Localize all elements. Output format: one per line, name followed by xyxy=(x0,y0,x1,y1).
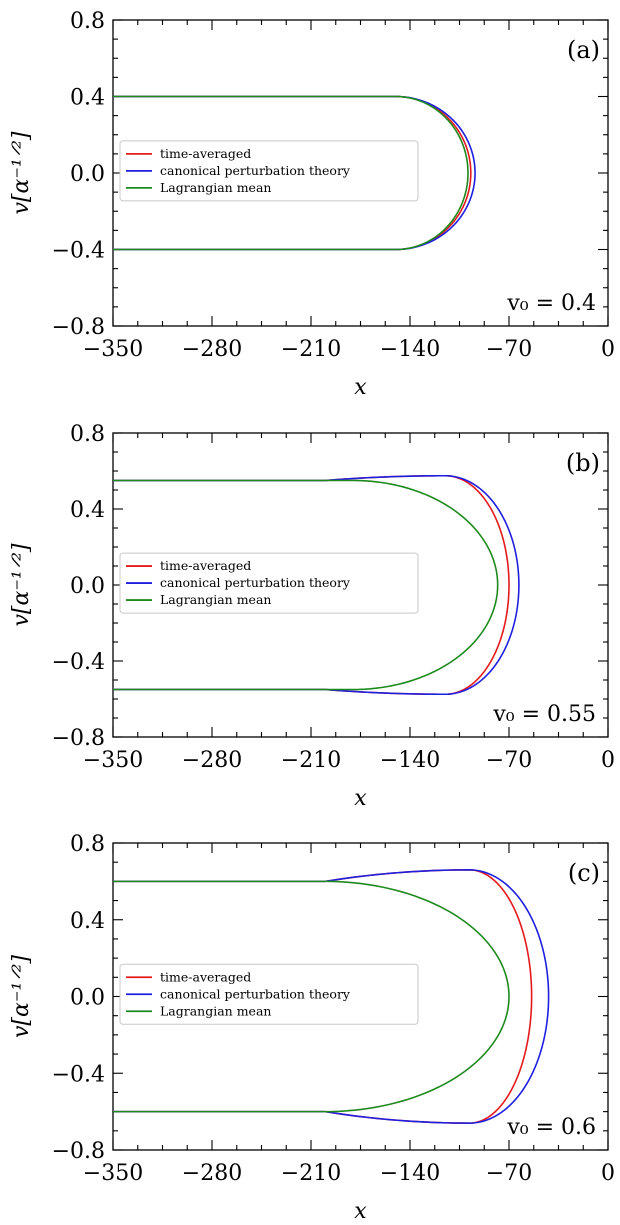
panel-label: (b) xyxy=(566,449,600,477)
x-tick-label: −280 xyxy=(182,337,242,362)
legend-entry: canonical perturbation theory xyxy=(160,986,351,1001)
series-group xyxy=(113,474,520,696)
v0-annotation: v₀ = 0.6 xyxy=(506,1115,596,1140)
x-axis-label: x xyxy=(354,1199,367,1224)
y-tick-label: 0.8 xyxy=(70,832,105,857)
y-tick-label: −0.8 xyxy=(52,1139,105,1164)
x-tick-label: −70 xyxy=(486,748,532,773)
y-tick-label: −0.4 xyxy=(52,1062,105,1087)
y-tick-label: 0.0 xyxy=(70,574,105,599)
panel-3: −350 −280 −210 −140 −70 0 0.8 0.4 0.0 −0.4 −0.8 x v[… xyxy=(9,832,615,1224)
y-tick-label: −0.8 xyxy=(52,315,105,340)
series-line-2 xyxy=(113,869,550,1124)
panel-label: (c) xyxy=(568,859,600,887)
x-tick-label: −280 xyxy=(182,1161,242,1186)
legend-entry: Lagrangian mean xyxy=(160,592,271,607)
panel-2: −350 −280 −210 −140 −70 0 0.8 0.4 0.0 −0.4 −0.8 x v[… xyxy=(9,422,615,811)
y-axis-label: v[α⁻¹ᐟ²] xyxy=(9,543,34,626)
legend-entry: time-averaged xyxy=(160,558,251,573)
y-tick-label: 0.0 xyxy=(70,162,105,187)
v0-annotation: v₀ = 0.4 xyxy=(506,291,596,316)
x-tick-label: −140 xyxy=(380,337,440,362)
panel-1: −350 −280 −210 −140 −70 0 0.8 0.4 0.0 −0.4 −0.8 x v[… xyxy=(9,9,615,400)
x-tick-label: −70 xyxy=(486,337,532,362)
series-group xyxy=(113,95,476,251)
series-line-3 xyxy=(113,95,469,251)
x-tick-label: 0 xyxy=(601,1161,615,1186)
series-line-2 xyxy=(113,474,520,696)
y-tick-label: 0.8 xyxy=(70,9,105,34)
y-tick-label: −0.8 xyxy=(52,726,105,751)
series-group xyxy=(113,869,550,1124)
legend-entry: canonical perturbation theory xyxy=(160,163,351,178)
x-tick-label: 0 xyxy=(601,748,615,773)
x-tick-label: −210 xyxy=(281,337,341,362)
x-axis-label: x xyxy=(354,786,367,811)
legend-entry: canonical perturbation theory xyxy=(160,575,351,590)
legend-entry: Lagrangian mean xyxy=(160,180,271,195)
series-line-3 xyxy=(113,880,510,1113)
v0-annotation: v₀ = 0.55 xyxy=(492,702,596,727)
x-axis-label: x xyxy=(354,375,367,400)
x-tick-label: −70 xyxy=(486,1161,532,1186)
x-tick-label: −350 xyxy=(83,337,143,362)
x-tick-label: −350 xyxy=(83,748,143,773)
legend: time-averaged canonical perturbation theo… xyxy=(119,963,419,1025)
x-tick-label: −350 xyxy=(83,1161,143,1186)
y-tick-label: 0.0 xyxy=(70,986,105,1011)
legend: time-averaged canonical perturbation theo… xyxy=(119,140,419,202)
y-tick-label: −0.4 xyxy=(52,650,105,675)
y-axis-label: v[α⁻¹ᐟ²] xyxy=(9,131,34,214)
legend-entry: time-averaged xyxy=(160,146,251,161)
legend-entry: time-averaged xyxy=(160,969,251,984)
x-tick-label: −280 xyxy=(182,748,242,773)
y-axis-label: v[α⁻¹ᐟ²] xyxy=(9,955,34,1038)
series-line-3 xyxy=(113,479,499,691)
x-tick-label: −210 xyxy=(281,748,341,773)
x-tick-label: −140 xyxy=(380,1161,440,1186)
y-tick-label: 0.4 xyxy=(70,909,105,934)
x-tick-label: −210 xyxy=(281,1161,341,1186)
y-tick-label: 0.4 xyxy=(70,498,105,523)
y-tick-label: 0.4 xyxy=(70,86,105,111)
legend: time-averaged canonical perturbation theo… xyxy=(119,552,419,614)
legend-entry: Lagrangian mean xyxy=(160,1003,271,1018)
y-tick-label: 0.8 xyxy=(70,422,105,447)
panel-label: (a) xyxy=(567,36,600,64)
x-tick-label: −140 xyxy=(380,748,440,773)
y-tick-label: −0.4 xyxy=(52,239,105,264)
x-tick-label: 0 xyxy=(601,337,615,362)
